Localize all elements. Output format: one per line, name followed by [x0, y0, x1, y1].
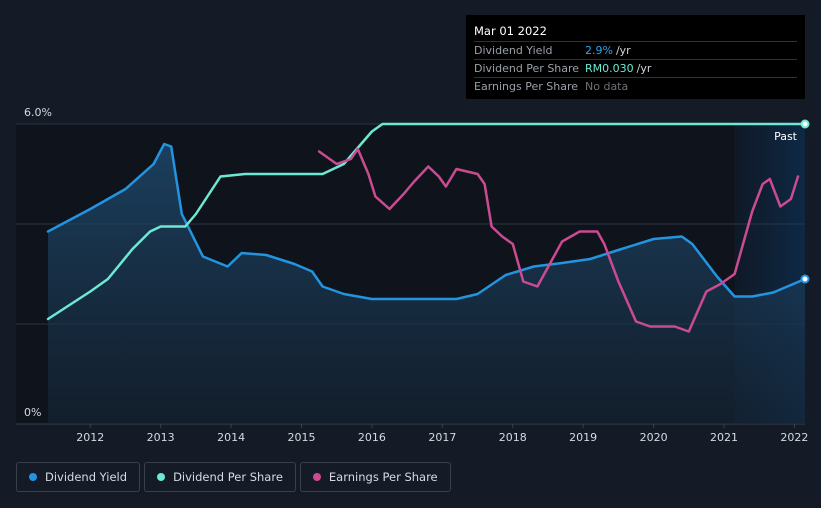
- tooltip-row-dividend-per-share: Dividend Per Share RM0.030 /yr: [474, 59, 797, 77]
- tooltip-value: RM0.030: [585, 62, 634, 75]
- legend-dot-icon: [29, 473, 37, 481]
- tooltip-unit: /yr: [636, 62, 652, 75]
- tooltip-value: No data: [585, 80, 629, 93]
- x-tick-label: 2020: [640, 431, 668, 444]
- y-axis-top-label: 6.0%: [24, 106, 52, 119]
- legend: Dividend Yield Dividend Per Share Earnin…: [16, 462, 451, 492]
- x-tick-label: 2013: [147, 431, 175, 444]
- x-tick-label: 2022: [780, 431, 808, 444]
- x-tick-label: 2018: [499, 431, 527, 444]
- legend-dot-icon: [312, 473, 321, 481]
- x-axis: 2012 2013 2014 2015 2016 2017 2018 2019 2020 2021…: [76, 424, 808, 444]
- legend-label: Dividend Yield: [45, 470, 128, 484]
- legend-item-earnings-per-share[interactable]: Earnings Per Share: [299, 462, 451, 492]
- series-line-dividend-per-share[interactable]: [46, 122, 807, 321]
- series-layer: [46, 122, 807, 424]
- legend-label: Earnings Per Share: [328, 470, 438, 484]
- x-tick-label: 2012: [76, 431, 104, 444]
- legend-label: Dividend Per Share: [173, 470, 283, 484]
- y-axis-bottom-label: 0%: [24, 406, 41, 419]
- tooltip-date: Mar 01 2022: [474, 24, 547, 38]
- endpoint-dividend-yield: [800, 274, 810, 284]
- x-tick-label: 2019: [569, 431, 597, 444]
- tooltip-label: Dividend Per Share: [474, 62, 580, 75]
- x-tick-label: 2016: [358, 431, 386, 444]
- tooltip-unit: /yr: [615, 44, 631, 57]
- tooltip-row-earnings-per-share: Earnings Per Share No data: [474, 77, 797, 95]
- x-tick-label: 2015: [288, 431, 316, 444]
- tooltip: Mar 01 2022 Dividend Yield 2.9% /yr Divi…: [466, 15, 805, 99]
- x-tick-label: 2017: [428, 431, 456, 444]
- x-tick-label: 2021: [710, 431, 738, 444]
- past-label: Past: [774, 130, 798, 143]
- legend-dot-icon: [157, 473, 166, 481]
- legend-item-dividend-per-share[interactable]: Dividend Per Share: [144, 462, 296, 492]
- tooltip-label: Earnings Per Share: [474, 80, 579, 93]
- series-endpoints: [800, 119, 810, 284]
- series-line-dividend-yield[interactable]: [46, 142, 807, 301]
- tooltip-label: Dividend Yield: [474, 44, 553, 57]
- x-tick-label: 2014: [217, 431, 245, 444]
- tooltip-value: 2.9%: [585, 44, 613, 57]
- series-area-dividend-yield: [48, 144, 805, 424]
- series-line-earnings-per-share[interactable]: [317, 147, 800, 333]
- tooltip-row-dividend-yield: Dividend Yield 2.9% /yr: [474, 41, 797, 59]
- legend-item-dividend-yield[interactable]: Dividend Yield: [16, 462, 141, 492]
- endpoint-dividend-per-share: [800, 119, 810, 129]
